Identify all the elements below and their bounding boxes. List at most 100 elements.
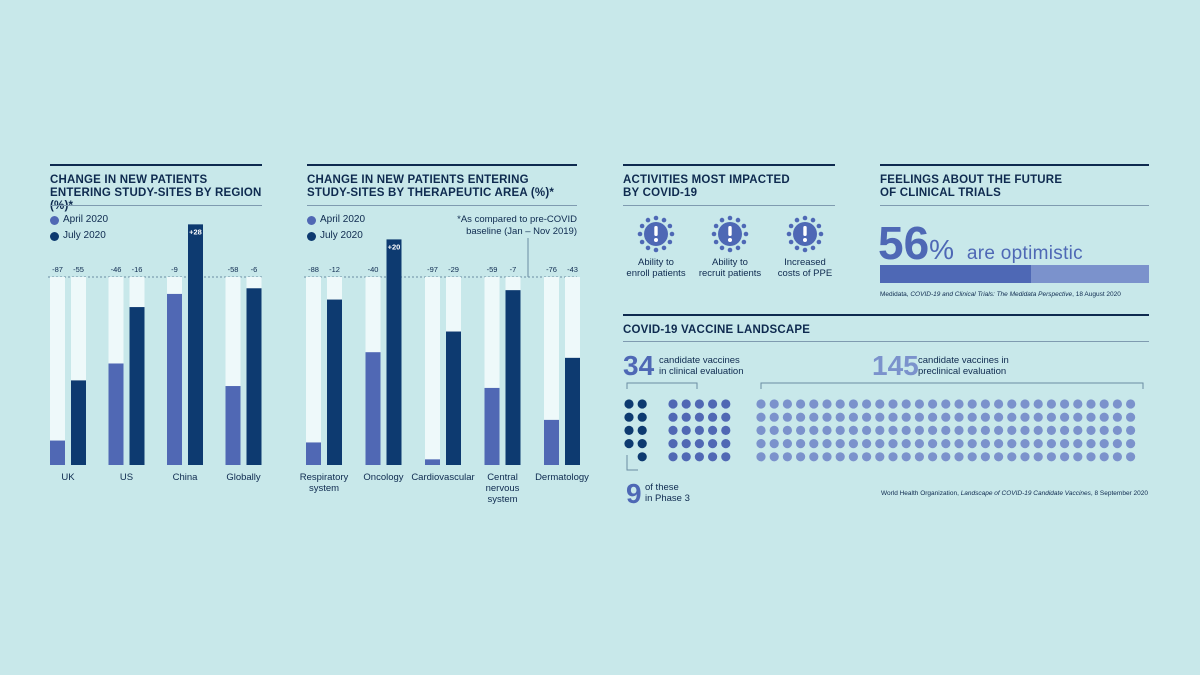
preclinical-dot [914, 425, 925, 435]
preclinical-dot [875, 452, 885, 462]
preclinical-dot [941, 439, 951, 449]
preclinical-dot [980, 452, 991, 462]
preclinical-dot [1033, 399, 1043, 409]
clinical-dot [694, 439, 705, 449]
chart1-title: CHANGE IN NEW PATIENTS ENTERING STUDY-SI… [50, 174, 262, 212]
preclinical-dot [1099, 399, 1109, 409]
category-label: Central [487, 472, 518, 483]
preclinical-dot [1086, 412, 1096, 422]
preclinical-dot [875, 399, 885, 409]
preclinical-dot [1099, 425, 1109, 435]
preclinical-dot [888, 439, 898, 449]
activity-label-line: Increased [784, 257, 826, 268]
preclinical-dot [1099, 452, 1109, 462]
preclinical-dot [1060, 452, 1070, 462]
preclinical-dot [875, 412, 885, 422]
bar-track [544, 277, 559, 465]
preclinical-dot [1007, 452, 1017, 462]
panel2-title-divider [307, 205, 577, 206]
phase3-text-line-1: of these [645, 482, 679, 493]
bar-april-3 [484, 387, 500, 465]
preclinical-dot [901, 412, 911, 422]
preclinical-dot [796, 412, 806, 422]
preclinical-dot [928, 425, 938, 435]
preclinical-dot [1112, 425, 1122, 435]
data-label: -59 [487, 265, 498, 274]
optimistic-progress-fill [880, 265, 1031, 283]
bar-july-1 [129, 307, 145, 465]
phase3-dot [624, 439, 634, 449]
preclinical-dot [1060, 399, 1070, 409]
category-label: nervous [486, 483, 520, 494]
preclinical-dot [782, 399, 793, 409]
baseline-note-line-1: *As compared to pre-COVID [457, 214, 577, 225]
preclinical-dot [994, 439, 1004, 449]
bar-july-1 [386, 239, 402, 465]
clinical-dot [681, 452, 691, 462]
clinical-dot [721, 399, 731, 409]
data-label: -88 [308, 265, 319, 274]
preclinical-dot [782, 425, 793, 435]
preclinical-dot [862, 399, 872, 409]
preclinical-dot [1126, 425, 1136, 435]
medidata-citation: Medidata, COVID-19 and Clinical Trials: … [880, 291, 1149, 299]
clinical-text-line-1: candidate vaccines [659, 355, 740, 366]
phase3-dot [624, 412, 634, 422]
preclinical-text-line-1: candidate vaccines in [918, 355, 1009, 366]
clinical-dot [694, 412, 705, 422]
preclinical-dot [967, 452, 977, 462]
chart2-title: CHANGE IN NEW PATIENTS ENTERING STUDY-SI… [307, 174, 555, 199]
panel5-title-divider [623, 341, 1149, 342]
preclinical-dot [1086, 439, 1096, 449]
preclinical-dot [1033, 439, 1043, 449]
preclinical-dot [994, 399, 1004, 409]
phase3-dot [637, 452, 647, 462]
data-label: -40 [368, 265, 379, 274]
preclinical-dot [1126, 439, 1136, 449]
bar-april-1 [365, 352, 381, 465]
cite-date: , 18 August 2020 [1072, 291, 1121, 298]
preclinical-dot [835, 412, 845, 422]
chart2-legend-april: April 2020 [307, 214, 365, 226]
activity-label-line: Ability to [638, 257, 674, 268]
data-label: -43 [567, 265, 578, 274]
preclinical-text: candidate vaccines in preclinical evalua… [918, 355, 1009, 377]
category-label: US [120, 472, 133, 483]
preclinical-dot [1073, 439, 1083, 449]
preclinical-dot [848, 452, 859, 462]
phase3-dot [624, 425, 634, 435]
activities-title: ACTIVITIES MOST IMPACTED BY COVID-19 [623, 174, 835, 200]
preclinical-dot [1086, 425, 1096, 435]
phase3-bracket [626, 455, 638, 471]
preclinical-dot [769, 452, 779, 462]
preclinical-dot [875, 439, 885, 449]
phase3-text-line-2: in Phase 3 [645, 493, 690, 504]
preclinical-dot [1073, 412, 1083, 422]
bar-july-0 [327, 299, 342, 465]
preclinical-dot [954, 412, 964, 422]
preclinical-dot [967, 412, 977, 422]
preclinical-dot [756, 452, 766, 462]
preclinical-dot [980, 412, 991, 422]
preclinical-dot [809, 412, 819, 422]
preclinical-dot [756, 439, 766, 449]
chart1-svg: -87 -55 UK -46 -16 US -9 +28 China -58 -6 Globally [48, 224, 262, 483]
preclinical-dot [822, 399, 832, 409]
category-label: Cardiovascular [411, 472, 474, 483]
preclinical-dot [822, 439, 832, 449]
activity-label-line: recruit patients [698, 268, 762, 279]
who-cite-title: Landscape of COVID-19 Candidate Vaccines [960, 490, 1091, 497]
preclinical-dot [1007, 412, 1017, 422]
preclinical-dot [967, 399, 977, 409]
preclinical-dot [928, 452, 938, 462]
preclinical-dot [1073, 425, 1083, 435]
data-label: -97 [427, 265, 438, 274]
clinical-dot [681, 412, 691, 422]
activity-label-line: costs of PPE [777, 268, 833, 279]
preclinical-dot [941, 452, 951, 462]
preclinical-dot [914, 452, 925, 462]
preclinical-dot [954, 399, 964, 409]
category-label: China [173, 472, 199, 483]
clinical-dot [694, 452, 705, 462]
preclinical-dot [848, 412, 859, 422]
